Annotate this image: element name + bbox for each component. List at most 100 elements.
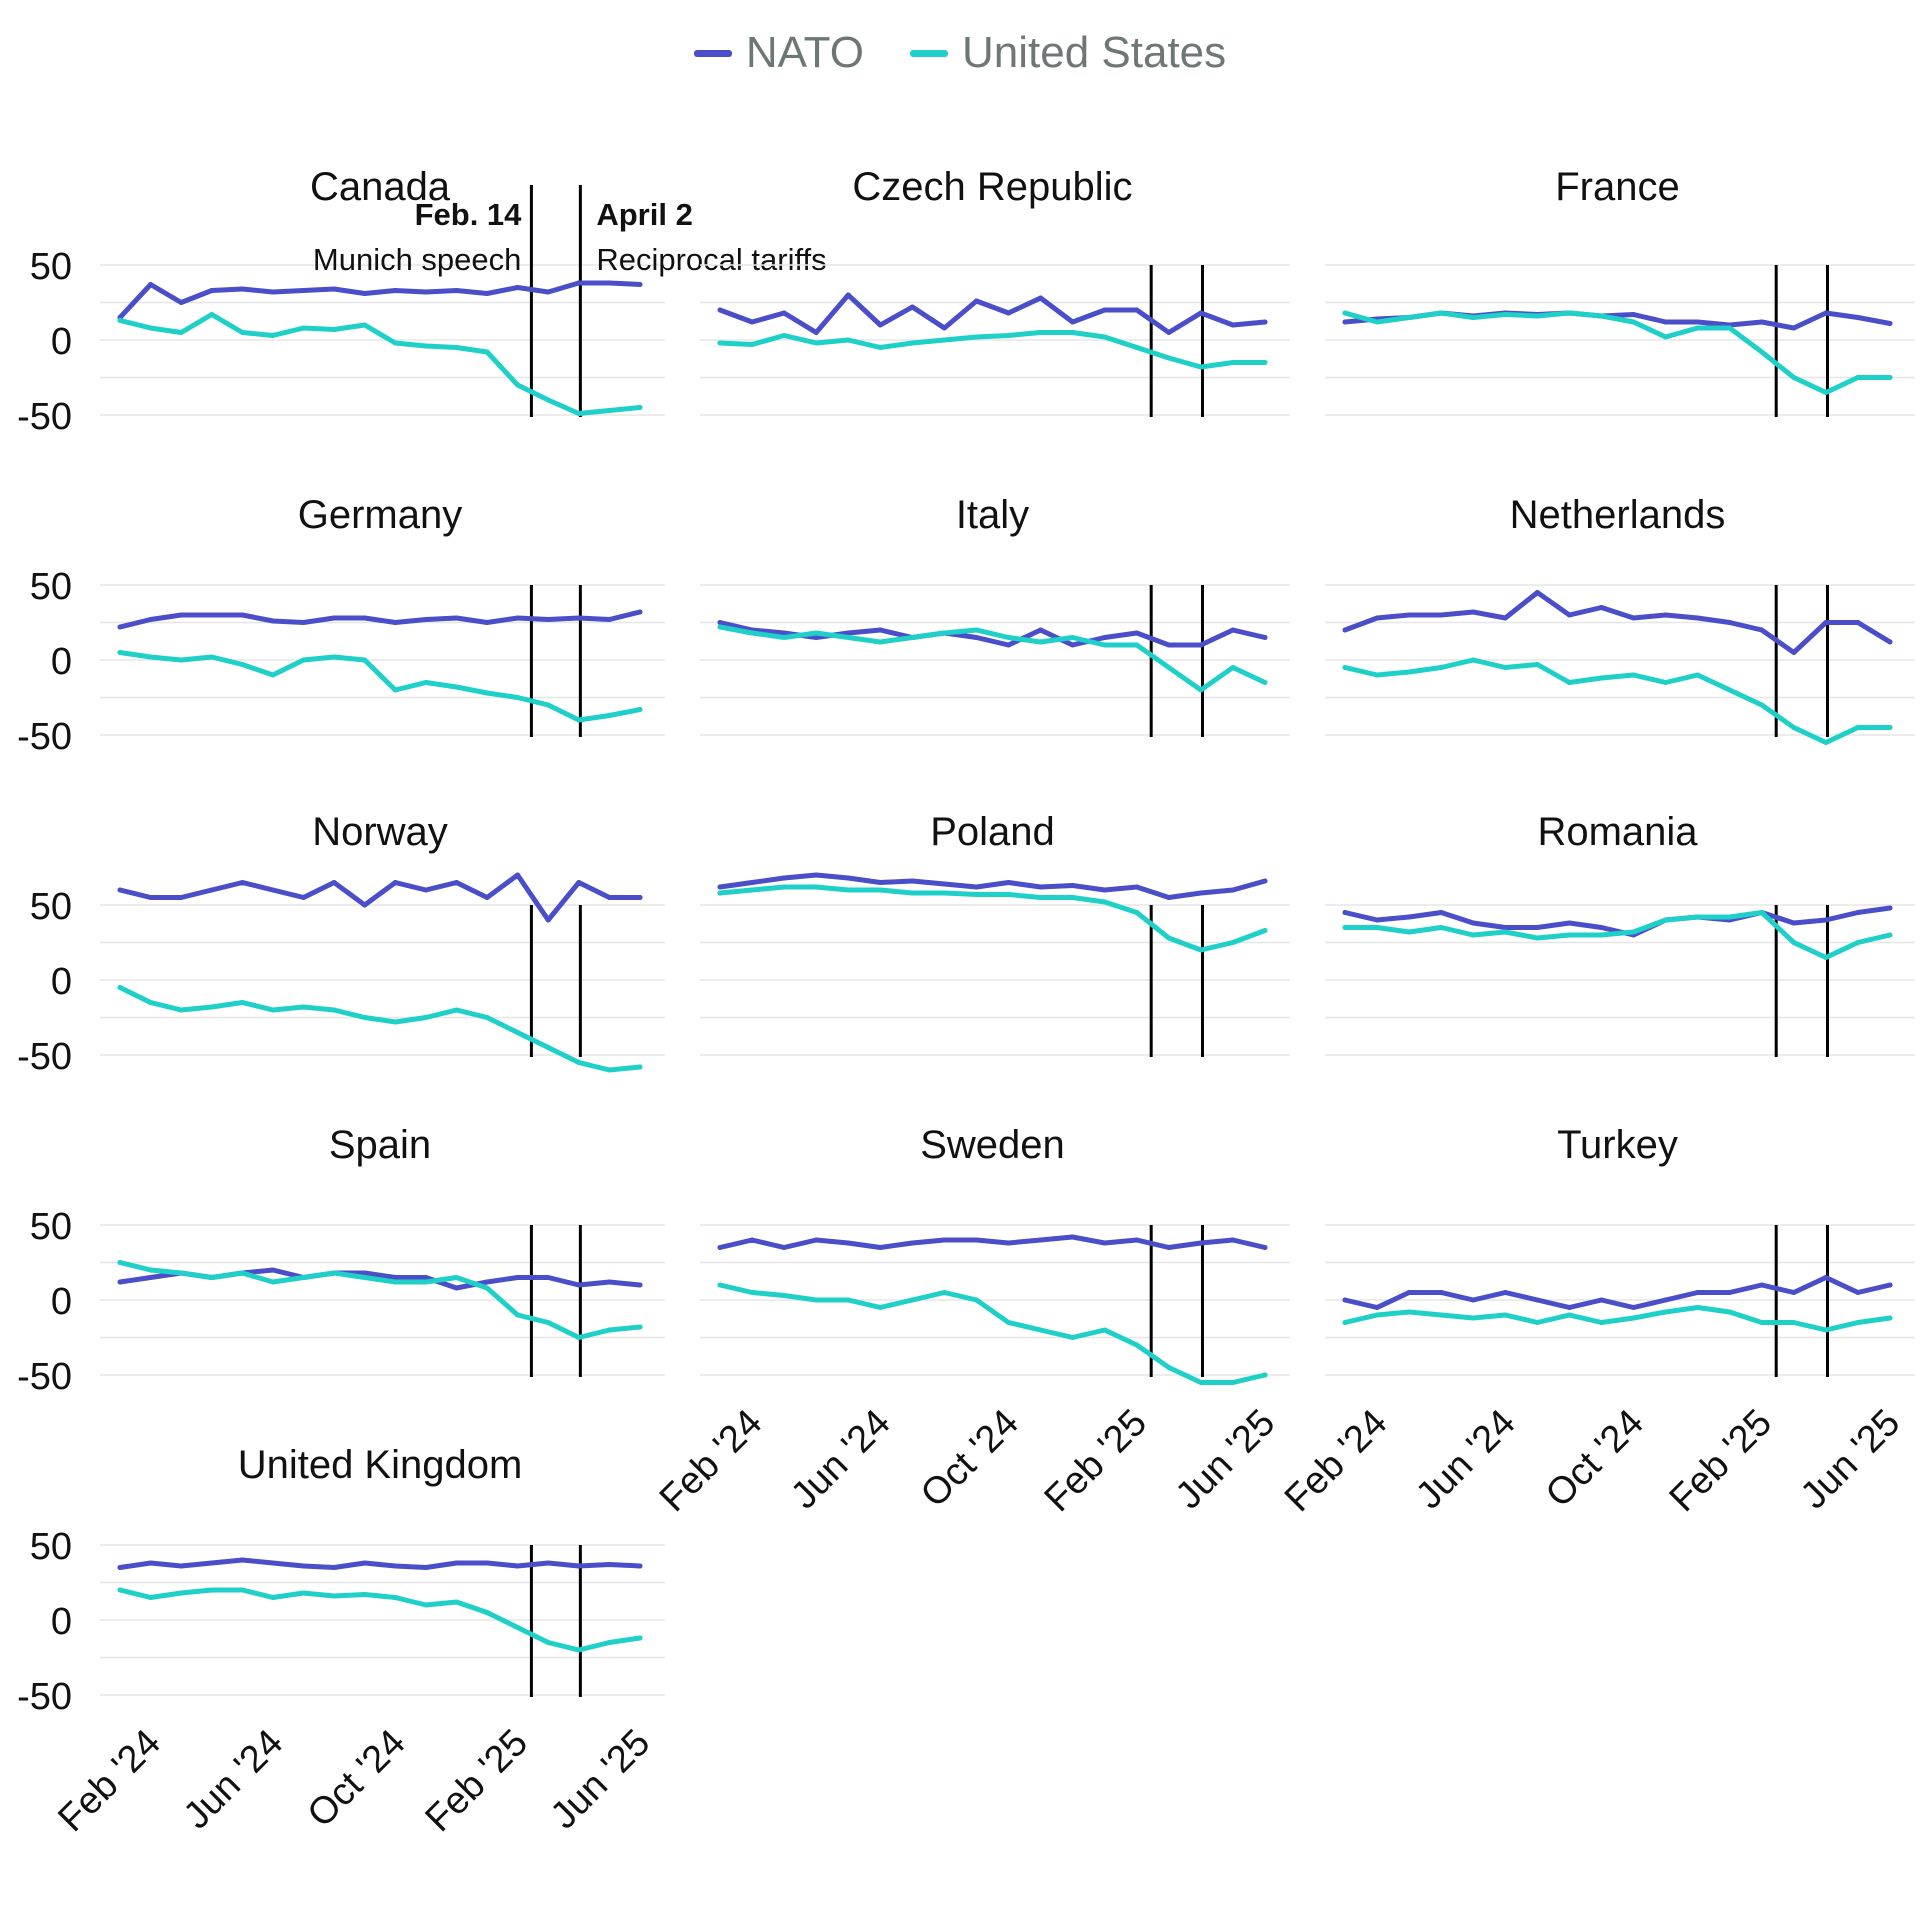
data-point-united-states	[1102, 1327, 1108, 1333]
data-point-nato	[749, 319, 755, 325]
annotation-apr2-text: Reciprocal tariffs	[596, 242, 826, 277]
legend-item-united-states[interactable]: United States	[910, 28, 1226, 78]
data-point-nato	[973, 635, 979, 640]
series-line-nato	[717, 1234, 1268, 1250]
data-point-united-states	[362, 322, 368, 328]
data-point-united-states	[484, 1610, 490, 1615]
data-point-united-states	[1406, 1309, 1412, 1315]
data-point-united-states	[1342, 925, 1348, 930]
data-point-united-states	[1695, 914, 1701, 920]
data-point-united-states	[813, 340, 819, 346]
data-point-nato	[637, 609, 643, 615]
data-point-united-states	[545, 1640, 551, 1645]
data-point-nato	[717, 884, 723, 890]
data-point-nato	[453, 615, 459, 621]
data-point-united-states	[239, 1587, 245, 1593]
data-point-united-states	[1406, 315, 1412, 320]
data-point-nato	[781, 1245, 787, 1250]
data-point-nato	[1534, 925, 1540, 930]
data-point-united-states	[637, 405, 643, 410]
data-point-nato	[209, 612, 215, 618]
data-point-united-states	[453, 345, 459, 350]
data-point-united-states	[1006, 333, 1012, 338]
data-point-nato	[1823, 917, 1829, 923]
data-point-nato	[1342, 1297, 1348, 1303]
legend-swatch-nato	[693, 49, 732, 57]
data-point-nato	[1006, 1240, 1012, 1246]
data-point-nato	[270, 289, 276, 295]
data-point-nato	[909, 878, 915, 884]
data-point-nato	[973, 298, 979, 304]
data-point-nato	[1823, 310, 1829, 316]
panel-title-italy: Italy	[956, 493, 1029, 537]
data-point-nato	[209, 887, 215, 893]
data-point-nato	[270, 1560, 276, 1566]
data-point-nato	[1695, 319, 1701, 325]
panel-title-sweden: Sweden	[920, 1123, 1065, 1167]
data-point-nato	[1134, 307, 1140, 313]
data-point-nato	[1038, 295, 1044, 301]
data-point-united-states	[239, 330, 245, 335]
data-point-united-states	[1631, 319, 1637, 325]
data-point-nato	[606, 1279, 612, 1285]
data-point-united-states	[1502, 929, 1508, 935]
legend-item-nato[interactable]: NATO	[693, 28, 864, 78]
data-point-united-states	[1791, 940, 1797, 945]
data-point-nato	[1038, 884, 1044, 890]
data-point-united-states	[1759, 349, 1765, 355]
data-point-nato	[909, 304, 915, 310]
data-point-united-states	[270, 1279, 276, 1285]
x-tick-label: Feb '25	[1662, 1402, 1780, 1520]
data-point-united-states	[1406, 929, 1412, 935]
data-point-nato	[331, 880, 337, 885]
data-point-united-states	[1438, 665, 1444, 670]
data-point-united-states	[637, 707, 643, 712]
data-point-united-states	[1823, 740, 1829, 745]
data-point-nato	[1262, 319, 1268, 325]
series-line-nato	[117, 280, 643, 320]
data-point-united-states	[1727, 325, 1733, 331]
data-point-nato	[453, 288, 459, 293]
data-point-nato	[606, 1562, 612, 1567]
data-point-united-states	[1534, 1320, 1540, 1325]
data-point-nato	[423, 1565, 429, 1570]
legend-label-nato: NATO	[745, 28, 864, 77]
data-point-united-states	[1727, 1309, 1733, 1315]
data-point-united-states	[1695, 1305, 1701, 1310]
data-point-nato	[717, 1245, 723, 1250]
data-point-nato	[362, 291, 368, 296]
data-point-united-states	[576, 1335, 582, 1340]
data-point-united-states	[749, 342, 755, 347]
data-point-united-states	[178, 1270, 184, 1276]
data-point-nato	[545, 289, 551, 295]
data-point-united-states	[1791, 375, 1797, 380]
data-point-united-states	[877, 639, 883, 645]
data-point-nato	[576, 880, 582, 885]
data-point-nato	[606, 617, 612, 622]
data-point-united-states	[1038, 1327, 1044, 1333]
data-point-united-states	[1470, 1315, 1476, 1321]
data-point-united-states	[1438, 1312, 1444, 1318]
data-point-nato	[117, 1279, 123, 1285]
data-point-united-states	[1727, 687, 1733, 693]
data-point-united-states	[576, 717, 582, 723]
data-point-nato	[1470, 1297, 1476, 1303]
data-point-nato	[423, 1275, 429, 1280]
data-point-united-states	[178, 330, 184, 335]
data-point-united-states	[1262, 1372, 1268, 1378]
data-point-united-states	[331, 654, 337, 660]
data-point-united-states	[1102, 334, 1108, 340]
data-point-united-states	[1166, 935, 1172, 941]
data-point-nato	[484, 895, 490, 900]
x-tick-label: Oct '24	[300, 1722, 414, 1836]
data-point-nato	[117, 624, 123, 630]
data-point-nato	[576, 280, 582, 286]
data-point-united-states	[331, 327, 337, 332]
data-point-united-states	[331, 1270, 337, 1276]
data-point-united-states	[209, 1587, 215, 1593]
y-tick-label: -50	[17, 716, 72, 758]
data-point-nato	[362, 615, 368, 621]
series-line-united-states	[717, 330, 1268, 370]
data-point-united-states	[1855, 725, 1861, 730]
data-point-united-states	[781, 884, 787, 890]
